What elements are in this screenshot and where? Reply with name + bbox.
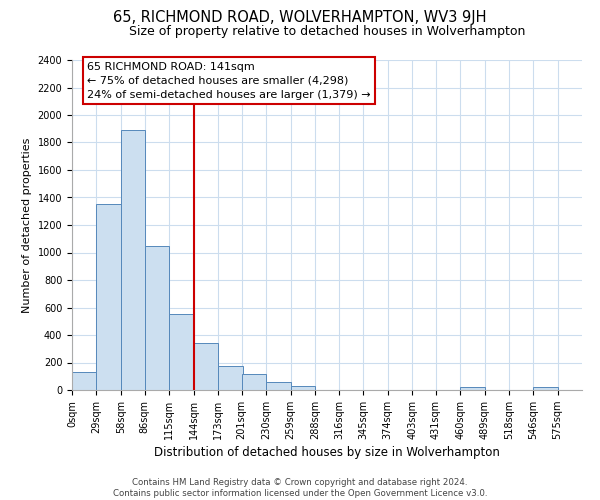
Text: Contains HM Land Registry data © Crown copyright and database right 2024.
Contai: Contains HM Land Registry data © Crown c…: [113, 478, 487, 498]
Bar: [72, 372, 97, 390]
Bar: [290, 386, 315, 390]
Title: Size of property relative to detached houses in Wolverhampton: Size of property relative to detached ho…: [129, 25, 525, 38]
Bar: [194, 343, 218, 390]
Bar: [121, 130, 145, 390]
Y-axis label: Number of detached properties: Number of detached properties: [22, 138, 32, 312]
Text: 65 RICHMOND ROAD: 141sqm
← 75% of detached houses are smaller (4,298)
24% of sem: 65 RICHMOND ROAD: 141sqm ← 75% of detach…: [88, 62, 371, 100]
Bar: [145, 246, 169, 390]
Text: 65, RICHMOND ROAD, WOLVERHAMPTON, WV3 9JH: 65, RICHMOND ROAD, WOLVERHAMPTON, WV3 9J…: [113, 10, 487, 25]
Bar: [242, 374, 266, 390]
Bar: [266, 382, 290, 390]
Bar: [460, 387, 485, 390]
Bar: [97, 204, 121, 390]
X-axis label: Distribution of detached houses by size in Wolverhampton: Distribution of detached houses by size …: [154, 446, 500, 459]
Bar: [218, 366, 242, 390]
Bar: [533, 387, 557, 390]
Bar: [169, 314, 194, 390]
